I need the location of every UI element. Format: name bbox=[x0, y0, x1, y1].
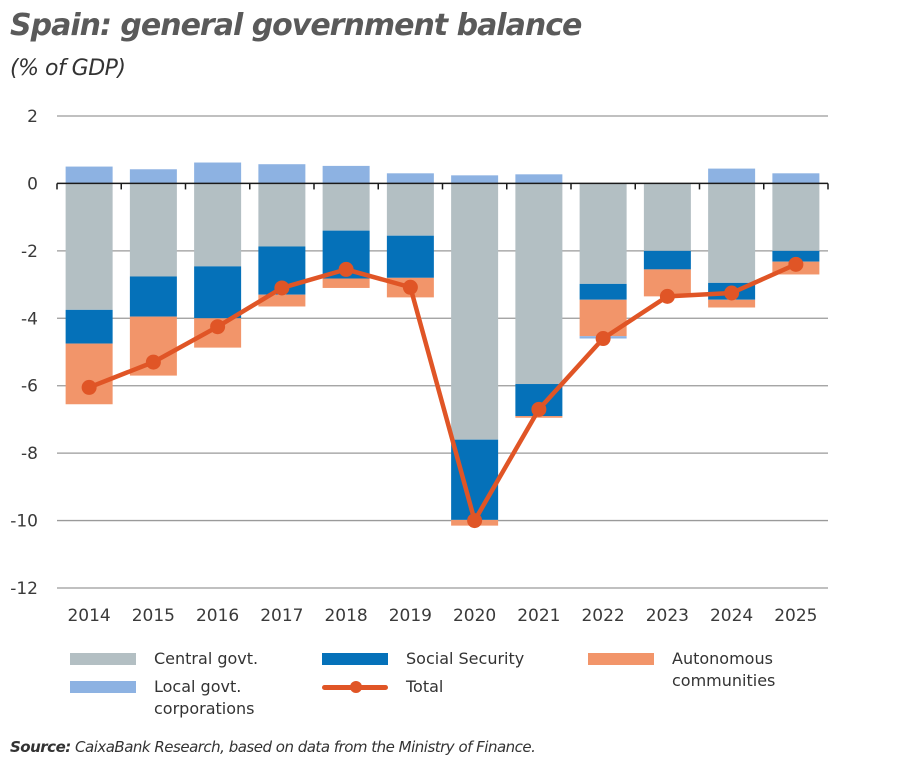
legend-swatch-local-govt bbox=[70, 681, 136, 693]
total-point-2025 bbox=[788, 256, 804, 272]
total-point-2015 bbox=[145, 354, 161, 370]
bar-local-govt-corporations-2024 bbox=[708, 168, 756, 184]
y-axis-ticks: 2 0 -2 -4 -6 -8 -10 -12 bbox=[10, 107, 38, 599]
x-tick-label: 2017 bbox=[260, 606, 303, 626]
x-tick-label: 2018 bbox=[324, 606, 367, 626]
total-line bbox=[81, 256, 804, 529]
bar-local-govt-corporations-2017 bbox=[258, 164, 306, 184]
total-point-2019 bbox=[402, 279, 418, 295]
bar-social-security-2015 bbox=[129, 276, 177, 317]
bar-autonomous-communities-2018 bbox=[322, 278, 370, 288]
bar-central-govt-2018 bbox=[322, 183, 370, 231]
total-point-2023 bbox=[659, 288, 675, 304]
bar-local-govt-corporations-2015 bbox=[129, 169, 177, 184]
legend-label: Total bbox=[406, 677, 444, 696]
y-tick-label: -2 bbox=[21, 242, 38, 262]
bar-local-govt-corporations-2021 bbox=[515, 174, 563, 184]
legend-swatch-autonomous-communities bbox=[588, 653, 654, 665]
bar-social-security-2019 bbox=[386, 235, 434, 278]
x-tick-label: 2021 bbox=[517, 606, 560, 626]
total-line-path bbox=[88, 262, 797, 523]
legend-swatch-social-security bbox=[322, 653, 388, 665]
bar-central-govt-2015 bbox=[129, 183, 177, 277]
bar-autonomous-communities-2022 bbox=[579, 299, 627, 337]
total-point-2020 bbox=[467, 513, 483, 529]
bar-autonomous-communities-2021 bbox=[515, 416, 563, 418]
legend-swatch-total bbox=[322, 676, 388, 698]
legend-item-social-security: Social Security bbox=[322, 648, 546, 670]
chart-plot: 20-2-4-6-8-10-12 2014 2015 2016 2017 2018 201… bbox=[10, 107, 829, 626]
total-point-2014 bbox=[81, 379, 97, 395]
total-point-2016 bbox=[210, 319, 226, 335]
x-tick-label: 2024 bbox=[710, 606, 753, 626]
bar-central-govt-2023 bbox=[643, 183, 691, 251]
bar-local-govt-corporations-2019 bbox=[386, 173, 434, 184]
bar-central-govt-2022 bbox=[579, 183, 627, 284]
bar-autonomous-communities-2024 bbox=[708, 299, 756, 308]
chart-title: Spain: general government balance bbox=[10, 8, 582, 43]
x-tick-label: 2015 bbox=[132, 606, 175, 626]
bar-autonomous-communities-2017 bbox=[258, 294, 306, 307]
x-tick-label: 2020 bbox=[453, 606, 496, 626]
y-tick-label: 0 bbox=[27, 174, 38, 194]
y-tick-label: -10 bbox=[10, 512, 38, 532]
source-note: Source: CaixaBank Research, based on dat… bbox=[10, 738, 536, 756]
bar-social-security-2022 bbox=[579, 283, 627, 300]
source-label: Source: bbox=[10, 738, 71, 756]
zero-axis bbox=[56, 182, 829, 190]
bar-local-govt-corporations-2014 bbox=[65, 166, 113, 184]
legend-swatch-central-govt bbox=[70, 653, 136, 665]
legend: Central govt. Local govt. corporations S… bbox=[0, 648, 900, 728]
bar-central-govt-2014 bbox=[65, 183, 113, 310]
legend-label: Central govt. bbox=[154, 649, 259, 668]
x-axis-ticks: 2014 2015 2016 2017 2018 2019 2020 2021 2022 2023… bbox=[67, 606, 817, 626]
bar-social-security-2020 bbox=[451, 439, 499, 520]
bar-autonomous-communities-2014 bbox=[65, 343, 113, 405]
legend-label: Local govt. corporations bbox=[154, 677, 255, 718]
total-point-2017 bbox=[274, 280, 290, 296]
y-tick-label: -4 bbox=[21, 309, 38, 329]
bar-central-govt-2017 bbox=[258, 183, 306, 247]
bar-central-govt-2019 bbox=[386, 183, 434, 236]
y-tick-label: 2 bbox=[27, 107, 38, 127]
x-tick-label: 2016 bbox=[196, 606, 239, 626]
total-point-2022 bbox=[595, 331, 611, 347]
gridlines bbox=[57, 115, 828, 589]
bar-central-govt-2020 bbox=[451, 183, 499, 440]
chart-subtitle: (% of GDP) bbox=[10, 56, 126, 81]
bar-local-govt-corporations-2020 bbox=[451, 175, 499, 184]
legend-label: Autonomous communities bbox=[672, 649, 776, 690]
bar-central-govt-2025 bbox=[772, 183, 820, 251]
y-tick-label: -12 bbox=[10, 579, 38, 599]
bar-local-govt-corporations-2018 bbox=[322, 165, 370, 184]
legend-item-central-govt: Central govt. bbox=[70, 648, 294, 670]
y-tick-label: -6 bbox=[21, 377, 38, 397]
bar-social-security-2023 bbox=[643, 250, 691, 270]
legend-item-local-govt: Local govt. corporations bbox=[70, 676, 274, 720]
bar-central-govt-2016 bbox=[194, 183, 242, 267]
x-tick-label: 2019 bbox=[389, 606, 432, 626]
x-tick-label: 2022 bbox=[581, 606, 624, 626]
bars bbox=[65, 162, 820, 526]
bar-local-govt-corporations-2016 bbox=[194, 162, 242, 184]
total-point-2021 bbox=[531, 401, 547, 417]
legend-label: Social Security bbox=[406, 649, 525, 668]
legend-item-total: Total bbox=[322, 676, 546, 698]
bar-social-security-2014 bbox=[65, 309, 113, 344]
x-tick-label: 2025 bbox=[774, 606, 817, 626]
bar-social-security-2016 bbox=[194, 266, 242, 319]
bar-social-security-2025 bbox=[772, 250, 820, 262]
total-point-2024 bbox=[724, 285, 740, 301]
bar-central-govt-2024 bbox=[708, 183, 756, 283]
y-tick-label: -8 bbox=[21, 444, 38, 464]
x-tick-label: 2014 bbox=[67, 606, 110, 626]
total-point-2018 bbox=[338, 261, 354, 277]
bar-central-govt-2021 bbox=[515, 183, 563, 385]
x-tick-label: 2023 bbox=[646, 606, 689, 626]
source-text: CaixaBank Research, based on data from t… bbox=[75, 738, 536, 756]
bar-local-govt-corporations-2025 bbox=[772, 173, 820, 184]
legend-item-autonomous-communities: Autonomous communities bbox=[588, 648, 792, 692]
